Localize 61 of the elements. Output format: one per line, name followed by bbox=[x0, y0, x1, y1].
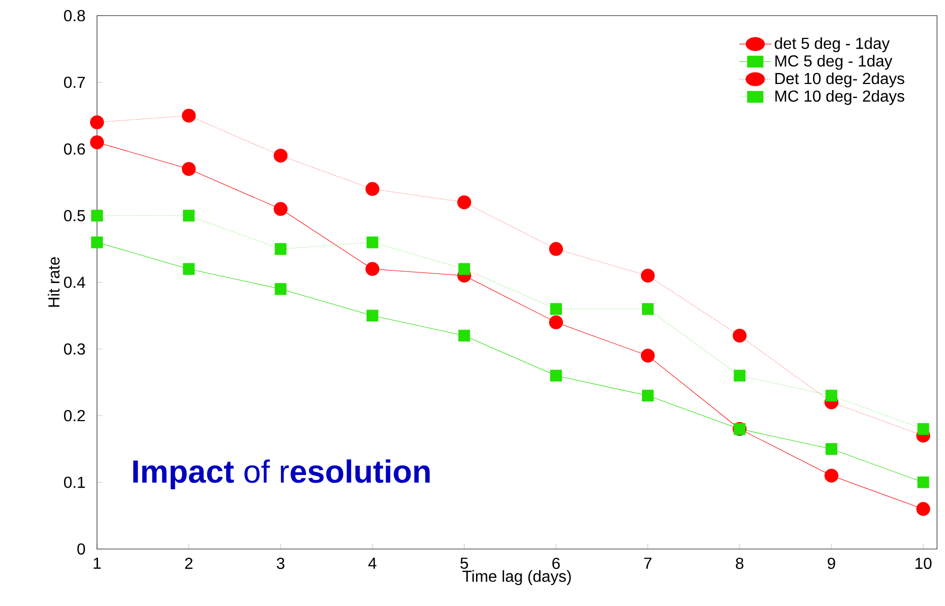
y-tick-label: 0.8 bbox=[64, 10, 85, 22]
point bbox=[91, 236, 103, 248]
y-tick-label: 0.6 bbox=[64, 143, 85, 155]
x-tick-label: 2 bbox=[185, 558, 192, 569]
point bbox=[640, 348, 655, 363]
point bbox=[640, 268, 655, 283]
point bbox=[182, 162, 196, 176]
legend-label: MC 10 deg- 2days bbox=[775, 90, 904, 105]
point bbox=[826, 443, 838, 455]
x-tick-label: 7 bbox=[644, 558, 652, 569]
x-tick-label: 5 bbox=[460, 558, 468, 569]
y-tick-label: 0.2 bbox=[64, 410, 85, 422]
point bbox=[182, 263, 195, 275]
y-tick-label: 0.4 bbox=[64, 276, 86, 288]
point bbox=[274, 283, 286, 295]
point bbox=[550, 370, 562, 382]
point bbox=[916, 502, 930, 516]
point bbox=[365, 182, 380, 196]
point bbox=[90, 135, 104, 150]
legend-label: MC 5 deg - 1day bbox=[775, 54, 892, 70]
y-tick-label: 0.7 bbox=[64, 76, 85, 88]
point bbox=[824, 468, 838, 483]
x-tick-label: 3 bbox=[276, 558, 284, 570]
x-tick-label: 6 bbox=[552, 558, 560, 570]
point bbox=[91, 210, 103, 222]
point bbox=[458, 263, 470, 275]
legend-label: det 5 deg - 1day bbox=[774, 37, 890, 52]
point bbox=[182, 210, 195, 222]
point bbox=[366, 310, 378, 322]
point bbox=[366, 236, 378, 248]
x-tick-label: 4 bbox=[368, 558, 376, 569]
y-tick-label: 0.5 bbox=[64, 210, 85, 222]
point bbox=[365, 262, 380, 276]
y-tick-label: 0.3 bbox=[64, 343, 85, 355]
point bbox=[642, 303, 654, 315]
y-tick-label: 0 bbox=[77, 543, 86, 555]
annotation: Impact of resolution bbox=[133, 459, 430, 490]
point bbox=[732, 328, 747, 343]
point bbox=[734, 370, 746, 382]
x-tick-label: 1 bbox=[94, 558, 101, 569]
x-tick-label: 8 bbox=[736, 558, 744, 570]
point bbox=[642, 390, 654, 402]
point bbox=[826, 390, 838, 402]
point bbox=[274, 243, 286, 255]
y-tick-label: 0.1 bbox=[64, 476, 85, 488]
point bbox=[458, 330, 470, 342]
x-tick-label: 9 bbox=[828, 558, 836, 570]
y-axis-title: Hit rate bbox=[48, 257, 60, 307]
point bbox=[549, 315, 563, 330]
point bbox=[457, 195, 472, 210]
point bbox=[917, 423, 930, 435]
point bbox=[549, 242, 563, 256]
point bbox=[182, 108, 196, 123]
point bbox=[274, 148, 288, 163]
x-tick-label: 10 bbox=[916, 558, 932, 570]
point bbox=[90, 115, 104, 130]
legend-label: Det 10 deg- 2days bbox=[775, 72, 904, 88]
x-axis-title: Time lag (days) bbox=[462, 570, 571, 586]
point bbox=[274, 202, 288, 216]
point bbox=[917, 476, 930, 488]
point bbox=[550, 303, 562, 315]
